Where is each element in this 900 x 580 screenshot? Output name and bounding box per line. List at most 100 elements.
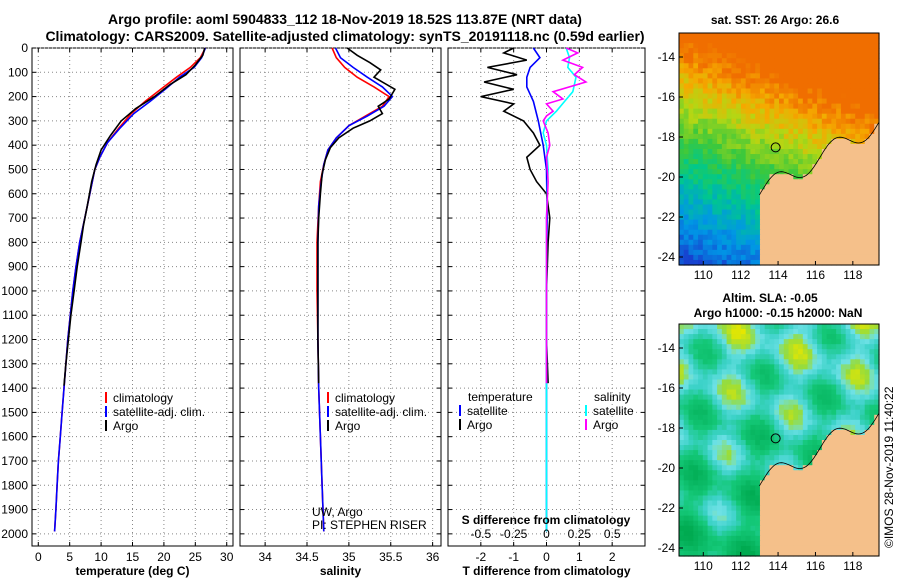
map-cell xyxy=(688,73,694,79)
map-cell xyxy=(802,93,809,100)
map-cell xyxy=(712,93,718,100)
map-cell xyxy=(736,359,742,365)
map-cell xyxy=(712,254,718,261)
map-cell xyxy=(859,234,866,241)
map-cell xyxy=(817,349,823,355)
map-cell xyxy=(855,344,861,350)
map-cell xyxy=(726,545,732,552)
map-cell xyxy=(855,334,861,340)
map-cell xyxy=(802,349,809,355)
map-cell xyxy=(755,249,761,256)
map-cell xyxy=(726,63,732,69)
map-cell xyxy=(831,199,837,206)
map-cell xyxy=(869,73,875,79)
map-cell xyxy=(717,73,723,79)
map-cell xyxy=(874,138,880,145)
map-cell xyxy=(869,184,875,190)
map-cell xyxy=(707,204,713,211)
map-cell xyxy=(679,429,685,436)
map-cell xyxy=(859,510,866,517)
map-cell xyxy=(807,495,813,502)
map-cell xyxy=(812,510,818,517)
map-cell xyxy=(769,118,775,125)
map-cell xyxy=(845,58,852,64)
map-cell xyxy=(845,189,852,195)
map-cell xyxy=(836,490,842,497)
map-cell xyxy=(693,369,699,376)
map-cell xyxy=(731,189,737,195)
map-cell xyxy=(769,434,775,441)
map-cell xyxy=(774,445,780,451)
map-cell xyxy=(798,540,804,547)
map-cell xyxy=(698,259,704,266)
map-cell xyxy=(812,189,818,195)
map-cell xyxy=(769,445,775,451)
map-cell xyxy=(702,535,709,542)
map-cell xyxy=(759,404,766,411)
map-cell xyxy=(807,404,813,411)
map-cell xyxy=(693,259,699,266)
map-cell xyxy=(698,384,704,391)
map-cell xyxy=(783,133,790,140)
map-cell xyxy=(817,154,823,160)
map-cell xyxy=(807,149,813,155)
map-cell xyxy=(859,364,866,370)
map-cell xyxy=(736,123,742,130)
map-cell xyxy=(769,485,775,492)
map-cell xyxy=(869,359,875,365)
map-cell xyxy=(788,525,794,532)
map-cell xyxy=(859,33,866,39)
map-cell xyxy=(750,224,756,231)
map-cell xyxy=(840,490,847,497)
map-cell xyxy=(755,394,761,401)
map-cell xyxy=(793,58,799,64)
map-cell xyxy=(755,369,761,376)
y-tick-label: 1100 xyxy=(2,308,28,322)
map-cell xyxy=(845,38,852,44)
map-cell xyxy=(836,159,842,165)
map-cell xyxy=(774,88,780,95)
map-cell xyxy=(864,63,871,69)
map-cell xyxy=(869,149,875,155)
map-cell xyxy=(807,123,813,130)
map-cell xyxy=(826,424,832,431)
map-cell xyxy=(802,359,809,365)
map-cell xyxy=(788,485,794,492)
map-cell xyxy=(783,219,790,226)
map-cell xyxy=(836,369,842,376)
map-cell xyxy=(740,108,747,115)
map-cell xyxy=(840,219,847,226)
map-cell xyxy=(807,33,813,39)
map-cell xyxy=(712,440,718,446)
map-cell xyxy=(850,404,856,411)
map-cell xyxy=(755,88,761,95)
map-cell xyxy=(721,490,728,497)
map-cell xyxy=(774,113,780,120)
map-cell xyxy=(855,505,861,512)
map-cell xyxy=(817,143,823,150)
map-cell xyxy=(679,113,685,120)
map-cell xyxy=(812,399,818,406)
map-cell xyxy=(788,344,794,350)
map-cell xyxy=(726,525,732,532)
map-cell xyxy=(869,535,875,542)
map-cell xyxy=(793,525,799,532)
map-cell xyxy=(869,108,875,115)
map-cell xyxy=(850,103,856,110)
map-cell xyxy=(731,103,737,110)
map-cell xyxy=(874,214,880,221)
map-cell xyxy=(874,364,880,370)
map-cell xyxy=(831,440,837,446)
map-cell xyxy=(698,450,704,456)
map-cell xyxy=(864,108,871,115)
map-cell xyxy=(826,169,832,175)
map-cell xyxy=(759,485,766,492)
map-cell xyxy=(736,399,742,406)
map-cell xyxy=(750,455,756,461)
map-cell xyxy=(693,485,699,492)
map-cell xyxy=(812,520,818,527)
map-cell xyxy=(698,329,704,335)
map-cell xyxy=(750,470,756,476)
map-cell xyxy=(845,259,852,266)
map-cell xyxy=(755,194,761,201)
